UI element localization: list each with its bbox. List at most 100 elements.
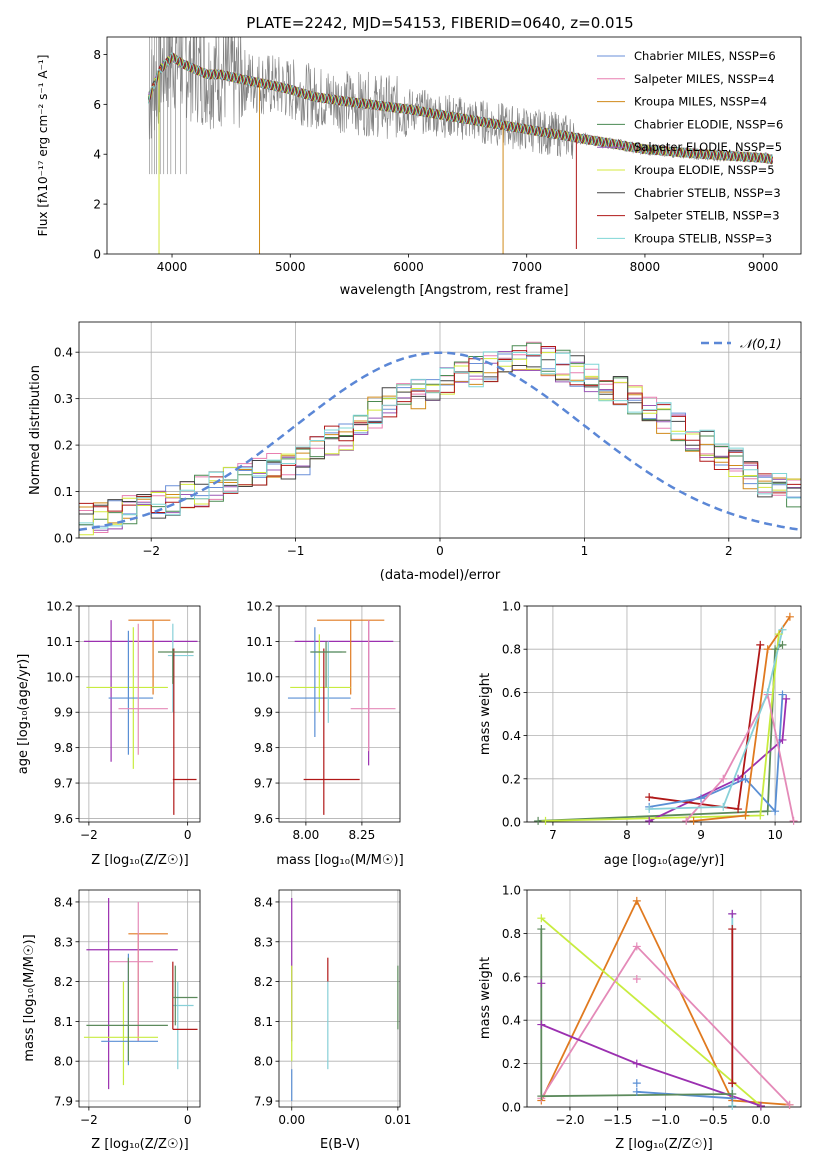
y-tick-label: 7.9 bbox=[54, 1095, 73, 1109]
age_vs_mass-plot-area bbox=[287, 619, 396, 815]
legend-entry: 𝒩(0,1) bbox=[740, 336, 782, 351]
y-tick-label: 10.2 bbox=[246, 600, 273, 614]
y-tick-label: 0.4 bbox=[54, 346, 73, 360]
y-tick-label: 8.3 bbox=[54, 935, 73, 949]
weight-marker bbox=[632, 974, 641, 983]
y-tick-label: 9.9 bbox=[54, 706, 73, 720]
y-tick-label: 9.7 bbox=[54, 777, 73, 791]
weight-marker bbox=[756, 1101, 765, 1110]
legend-entry: Chabrier ELODIE, NSSP=6 bbox=[634, 117, 783, 131]
weight_vs_Z-panel: −2.0 −1.5 −1.0 −0.5 0.0 0.0 0.2 0.4 0.6 0.8 1.0 bbox=[502, 884, 802, 1127]
mass_vs_Z-panel: −2 0 7.9 8.0 8.1 8.2 8.3 8.4 bbox=[54, 889, 201, 1127]
y-tick-label: 8.2 bbox=[54, 975, 73, 989]
y-tick-label: 8.2 bbox=[254, 975, 273, 989]
x-axis-label: Z [log₁₀(Z/Z☉)] bbox=[91, 1137, 188, 1152]
age_vs_mass-panel: 8.00 8.25 9.6 9.7 9.8 9.9 10.0 10.1 10.2 bbox=[246, 600, 401, 842]
weight-marker bbox=[632, 896, 641, 905]
x-tick-label: 8 bbox=[623, 828, 631, 842]
x-tick-label: 1 bbox=[581, 544, 589, 558]
y-tick-label: 2 bbox=[93, 198, 101, 212]
weight-marker bbox=[741, 811, 750, 820]
x-tick-label: 2 bbox=[725, 544, 733, 558]
x-tick-label: −1.0 bbox=[651, 1113, 680, 1127]
y-tick-label: 7.9 bbox=[254, 1095, 273, 1109]
y-tick-label: 10.0 bbox=[246, 670, 273, 684]
x-axis-label: Z [log₁₀(Z/Z☉)] bbox=[615, 1137, 712, 1152]
y-tick-label: 0 bbox=[93, 248, 101, 262]
x-axis-label: mass [log₁₀(M/M☉)] bbox=[276, 853, 403, 868]
weight-line bbox=[649, 629, 784, 810]
y-tick-label: 4 bbox=[93, 148, 101, 162]
y-tick-label: 9.6 bbox=[54, 812, 73, 826]
axes-frame bbox=[106, 36, 802, 255]
weight-line bbox=[538, 644, 783, 822]
weight-marker bbox=[756, 811, 765, 820]
y-tick-label: 8.4 bbox=[254, 895, 273, 909]
legend-entry: Kroupa ELODIE, NSSP=5 bbox=[634, 163, 775, 177]
weight-marker bbox=[756, 640, 765, 649]
legend-entry: Kroupa STELIB, NSSP=3 bbox=[634, 231, 772, 245]
y-axis-label: mass weight bbox=[478, 957, 493, 1039]
normal-curve bbox=[79, 351, 799, 532]
weight-line bbox=[649, 644, 762, 811]
x-tick-label: 10 bbox=[767, 828, 782, 842]
weight-marker bbox=[537, 925, 546, 934]
y-tick-label: 9.7 bbox=[254, 777, 273, 791]
y-tick-label: 0.3 bbox=[54, 392, 73, 406]
y-tick-label: 0.0 bbox=[502, 816, 521, 830]
y-tick-label: 8.0 bbox=[54, 1055, 73, 1069]
weight-marker bbox=[689, 816, 698, 825]
y-tick-label: 0.8 bbox=[502, 927, 521, 941]
weight-marker bbox=[734, 774, 743, 783]
y-tick-label: 0.4 bbox=[502, 729, 521, 743]
x-tick-label: 9000 bbox=[748, 260, 779, 274]
weight-marker bbox=[774, 630, 783, 639]
y-axis-label: mass [log₁₀(M/M☉)] bbox=[22, 934, 37, 1061]
y-tick-label: 1.0 bbox=[502, 600, 521, 614]
weight-marker bbox=[682, 816, 691, 825]
weight-line bbox=[685, 691, 795, 822]
weight-line bbox=[545, 634, 780, 822]
x-axis-label: wavelength [Angstrom, rest frame] bbox=[340, 283, 569, 298]
y-tick-label: 0.6 bbox=[502, 970, 521, 984]
residual-histogram bbox=[79, 351, 801, 529]
weight-marker bbox=[785, 612, 794, 621]
x-tick-label: −2.0 bbox=[555, 1113, 584, 1127]
weight-marker bbox=[789, 816, 798, 825]
weight-marker bbox=[728, 1101, 737, 1110]
residuals-plot-area bbox=[79, 341, 801, 536]
y-tick-label: 0.8 bbox=[502, 643, 521, 657]
weight-marker bbox=[719, 774, 728, 783]
weight-marker bbox=[728, 1089, 737, 1098]
weight-marker bbox=[537, 1092, 546, 1101]
weight-marker bbox=[782, 694, 791, 703]
legend-entry: Chabrier STELIB, NSSP=3 bbox=[634, 186, 781, 200]
y-tick-label: 8.4 bbox=[54, 895, 73, 909]
weight-marker bbox=[537, 1020, 546, 1029]
y-tick-label: 0.0 bbox=[54, 532, 73, 546]
weight-marker bbox=[728, 909, 737, 918]
legend-entry: Kroupa MILES, NSSP=4 bbox=[634, 95, 767, 109]
y-axis-label: mass weight bbox=[478, 673, 493, 755]
legend-entry: Salpeter STELIB, NSSP=3 bbox=[634, 209, 780, 223]
weight-marker bbox=[632, 1087, 641, 1096]
x-tick-label: −1 bbox=[287, 544, 305, 558]
x-axis-label: Z [log₁₀(Z/Z☉)] bbox=[91, 853, 188, 868]
y-tick-label: 0.1 bbox=[54, 485, 73, 499]
x-tick-label: 6000 bbox=[393, 260, 424, 274]
mass_vs_Z-plot-area bbox=[83, 897, 198, 1090]
weight-marker bbox=[534, 816, 543, 825]
axes-frame bbox=[78, 605, 201, 823]
y-axis-label: age [log₁₀(age/yr)] bbox=[16, 654, 31, 775]
weight-marker bbox=[537, 914, 546, 923]
y-tick-label: 10.0 bbox=[46, 670, 73, 684]
weight-marker bbox=[719, 802, 728, 811]
figure-title: PLATE=2242, MJD=54153, FIBERID=0640, z=0… bbox=[246, 14, 633, 32]
weight-marker bbox=[632, 942, 641, 951]
axes-frame bbox=[526, 889, 802, 1108]
weight-marker bbox=[734, 805, 743, 814]
y-tick-label: 8.1 bbox=[254, 1015, 273, 1029]
x-tick-label: 4000 bbox=[157, 260, 188, 274]
weight-marker bbox=[645, 793, 654, 802]
weight-marker bbox=[763, 645, 772, 654]
